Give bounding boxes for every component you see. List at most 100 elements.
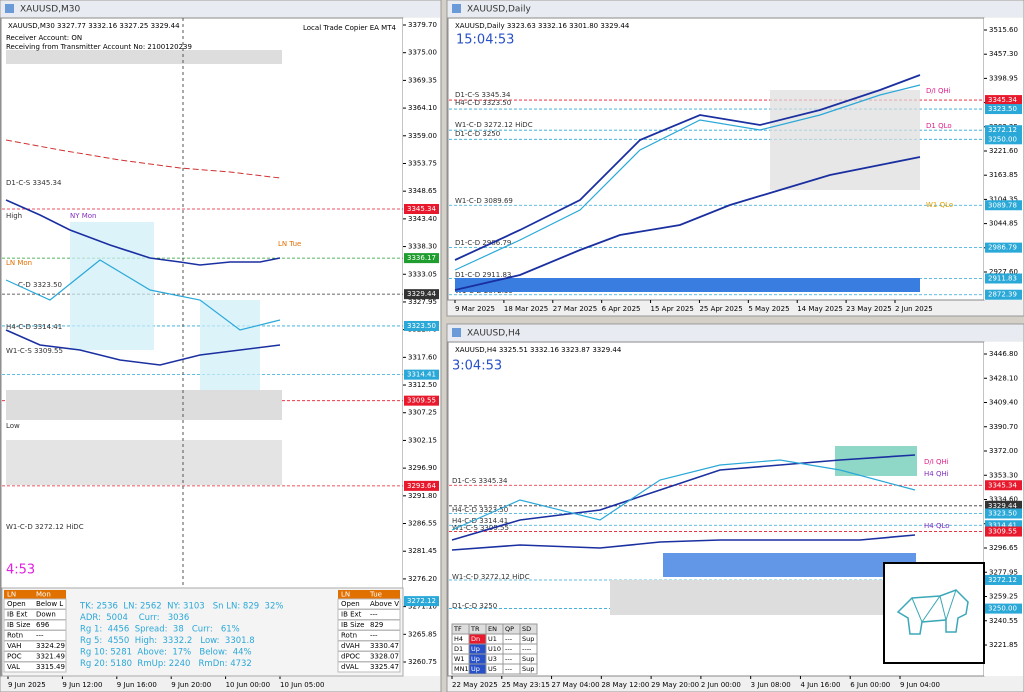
price-highlight <box>985 200 1022 211</box>
moving-average <box>451 459 916 531</box>
price-label: 3515.60 <box>989 26 1018 34</box>
price-highlight-label: 3314.41 <box>988 521 1017 529</box>
price-highlight-label: 3250.00 <box>988 605 1017 613</box>
price-label: 3277.95 <box>989 568 1018 576</box>
trend-cell-text: W1 <box>454 655 465 663</box>
trend-cell-text: Sup <box>522 665 534 673</box>
level-label: H4 QLo <box>924 522 950 530</box>
level-label: D/I QHi <box>924 458 949 466</box>
session-cell: 3328.07 <box>370 653 399 661</box>
timer: 15:04:53 <box>456 33 514 48</box>
trend-cell-text: MN1 <box>454 665 469 673</box>
price-highlight-label: 3314.41 <box>407 371 436 379</box>
price-label: 3375.00 <box>408 49 437 57</box>
price-highlight <box>404 395 439 406</box>
time-label: 28 May 12:00 <box>601 681 649 689</box>
price-highlight-label: 3272.12 <box>407 597 436 605</box>
trend-cell-text: Up <box>471 665 480 673</box>
price-highlight <box>985 125 1022 136</box>
chart-header: XAUUSD,M30 3327.77 3332.16 3327.25 3329.… <box>8 22 180 30</box>
trend-cell <box>519 663 538 675</box>
time-label: 9 Jun 2025 <box>8 681 46 689</box>
trend-cell-text: U10 <box>488 645 501 653</box>
ea-name: Local Trade Copier EA MT4 <box>303 24 396 32</box>
price-highlight <box>404 369 439 380</box>
time-label: 9 Jun 12:00 <box>62 681 102 689</box>
level-label: H4-C-D 3323.50 <box>455 99 511 107</box>
trend-cell-text: --- <box>505 635 513 643</box>
zone <box>6 440 282 485</box>
price-highlight <box>404 480 439 491</box>
price-label: 3390.70 <box>989 423 1018 431</box>
session-cell: Down <box>36 611 56 619</box>
price-highlight <box>985 95 1022 106</box>
price-highlight <box>404 253 439 264</box>
session-cell: Above V <box>370 600 399 608</box>
price-label: 3259.25 <box>989 593 1018 601</box>
window-title: XAUUSD,H4 <box>467 329 521 339</box>
time-label: 18 Mar 2025 <box>504 305 548 313</box>
price-highlight <box>985 273 1022 284</box>
level-label: C-D 3323.50 <box>18 281 62 289</box>
info-panel <box>1 587 404 677</box>
zone <box>610 580 915 615</box>
price-highlight <box>985 526 1022 537</box>
title-bar <box>448 325 1023 341</box>
trend-cell-text: Sup <box>522 635 534 643</box>
price-highlight-label: 3345.34 <box>988 481 1017 489</box>
price-highlight-label: 2911.83 <box>988 274 1017 282</box>
level-label: H4 QHi <box>924 470 949 478</box>
price-label: 3302.15 <box>408 436 437 444</box>
price-label: 3271.10 <box>408 603 437 611</box>
price-axis <box>403 18 440 676</box>
session-cell: --- <box>370 611 378 619</box>
price-label: 3409.40 <box>989 399 1018 407</box>
price-label: 3286.55 <box>408 520 437 528</box>
trend-cell-text: U1 <box>488 635 497 643</box>
chart-header: XAUUSD,Daily 3323.63 3332.16 3301.80 332… <box>455 22 630 30</box>
time-label: 25 Apr 2025 <box>699 305 742 313</box>
price-label: 3364.10 <box>408 104 437 112</box>
window-icon <box>5 4 14 13</box>
level-label: LN Tue <box>278 240 301 248</box>
trend-cell-text: TF <box>453 625 462 633</box>
title-bar <box>448 1 1023 17</box>
price-highlight <box>985 500 1022 511</box>
time-label: 2 Jun 00:00 <box>701 681 741 689</box>
moving-average <box>5 329 281 366</box>
price-highlight-label: 3345.34 <box>988 96 1017 104</box>
price-highlight <box>404 596 439 607</box>
price-highlight <box>985 242 1022 253</box>
timer: 4:53 <box>6 563 35 578</box>
moving-average <box>451 534 916 551</box>
price-highlight <box>985 289 1022 300</box>
session-cell: dVAH <box>341 642 360 650</box>
level-label: D1 QLo <box>926 122 952 130</box>
price-highlight <box>985 603 1022 614</box>
zone <box>455 278 920 292</box>
time-label: 27 Mar 2025 <box>553 305 597 313</box>
time-label: 9 Jun 16:00 <box>117 681 157 689</box>
session-cell: 3321.49 <box>36 653 65 661</box>
price-highlight-label: 3293.64 <box>407 482 436 490</box>
price-label: 3281.45 <box>408 547 437 555</box>
trend-cell-text: Sup <box>522 655 534 663</box>
level-label: D1-C-D 3250 <box>455 130 500 138</box>
level-label: D1-C-D 2986.79 <box>455 239 511 247</box>
time-label: 25 May 23:15 <box>502 681 550 689</box>
title-bar <box>1 1 440 17</box>
time-label: 9 Jun 20:00 <box>171 681 211 689</box>
price-label: 3327.95 <box>408 298 437 306</box>
moving-average <box>454 74 921 261</box>
session-cell: dVAL <box>341 663 359 671</box>
time-label: 15 Apr 2025 <box>651 305 694 313</box>
trend-cell-text: ---- <box>522 645 532 653</box>
session-row <box>3 661 67 673</box>
time-label: 14 May 2025 <box>797 305 843 313</box>
time-label: 23 May 2025 <box>846 305 892 313</box>
session-cell: VAH <box>7 642 21 650</box>
price-label: 3044.85 <box>989 220 1018 228</box>
session-cell: IB Ext <box>7 611 28 619</box>
level-label: D1-C-S 3345.34 <box>6 179 62 187</box>
time-label: 10 Jun 05:00 <box>280 681 324 689</box>
